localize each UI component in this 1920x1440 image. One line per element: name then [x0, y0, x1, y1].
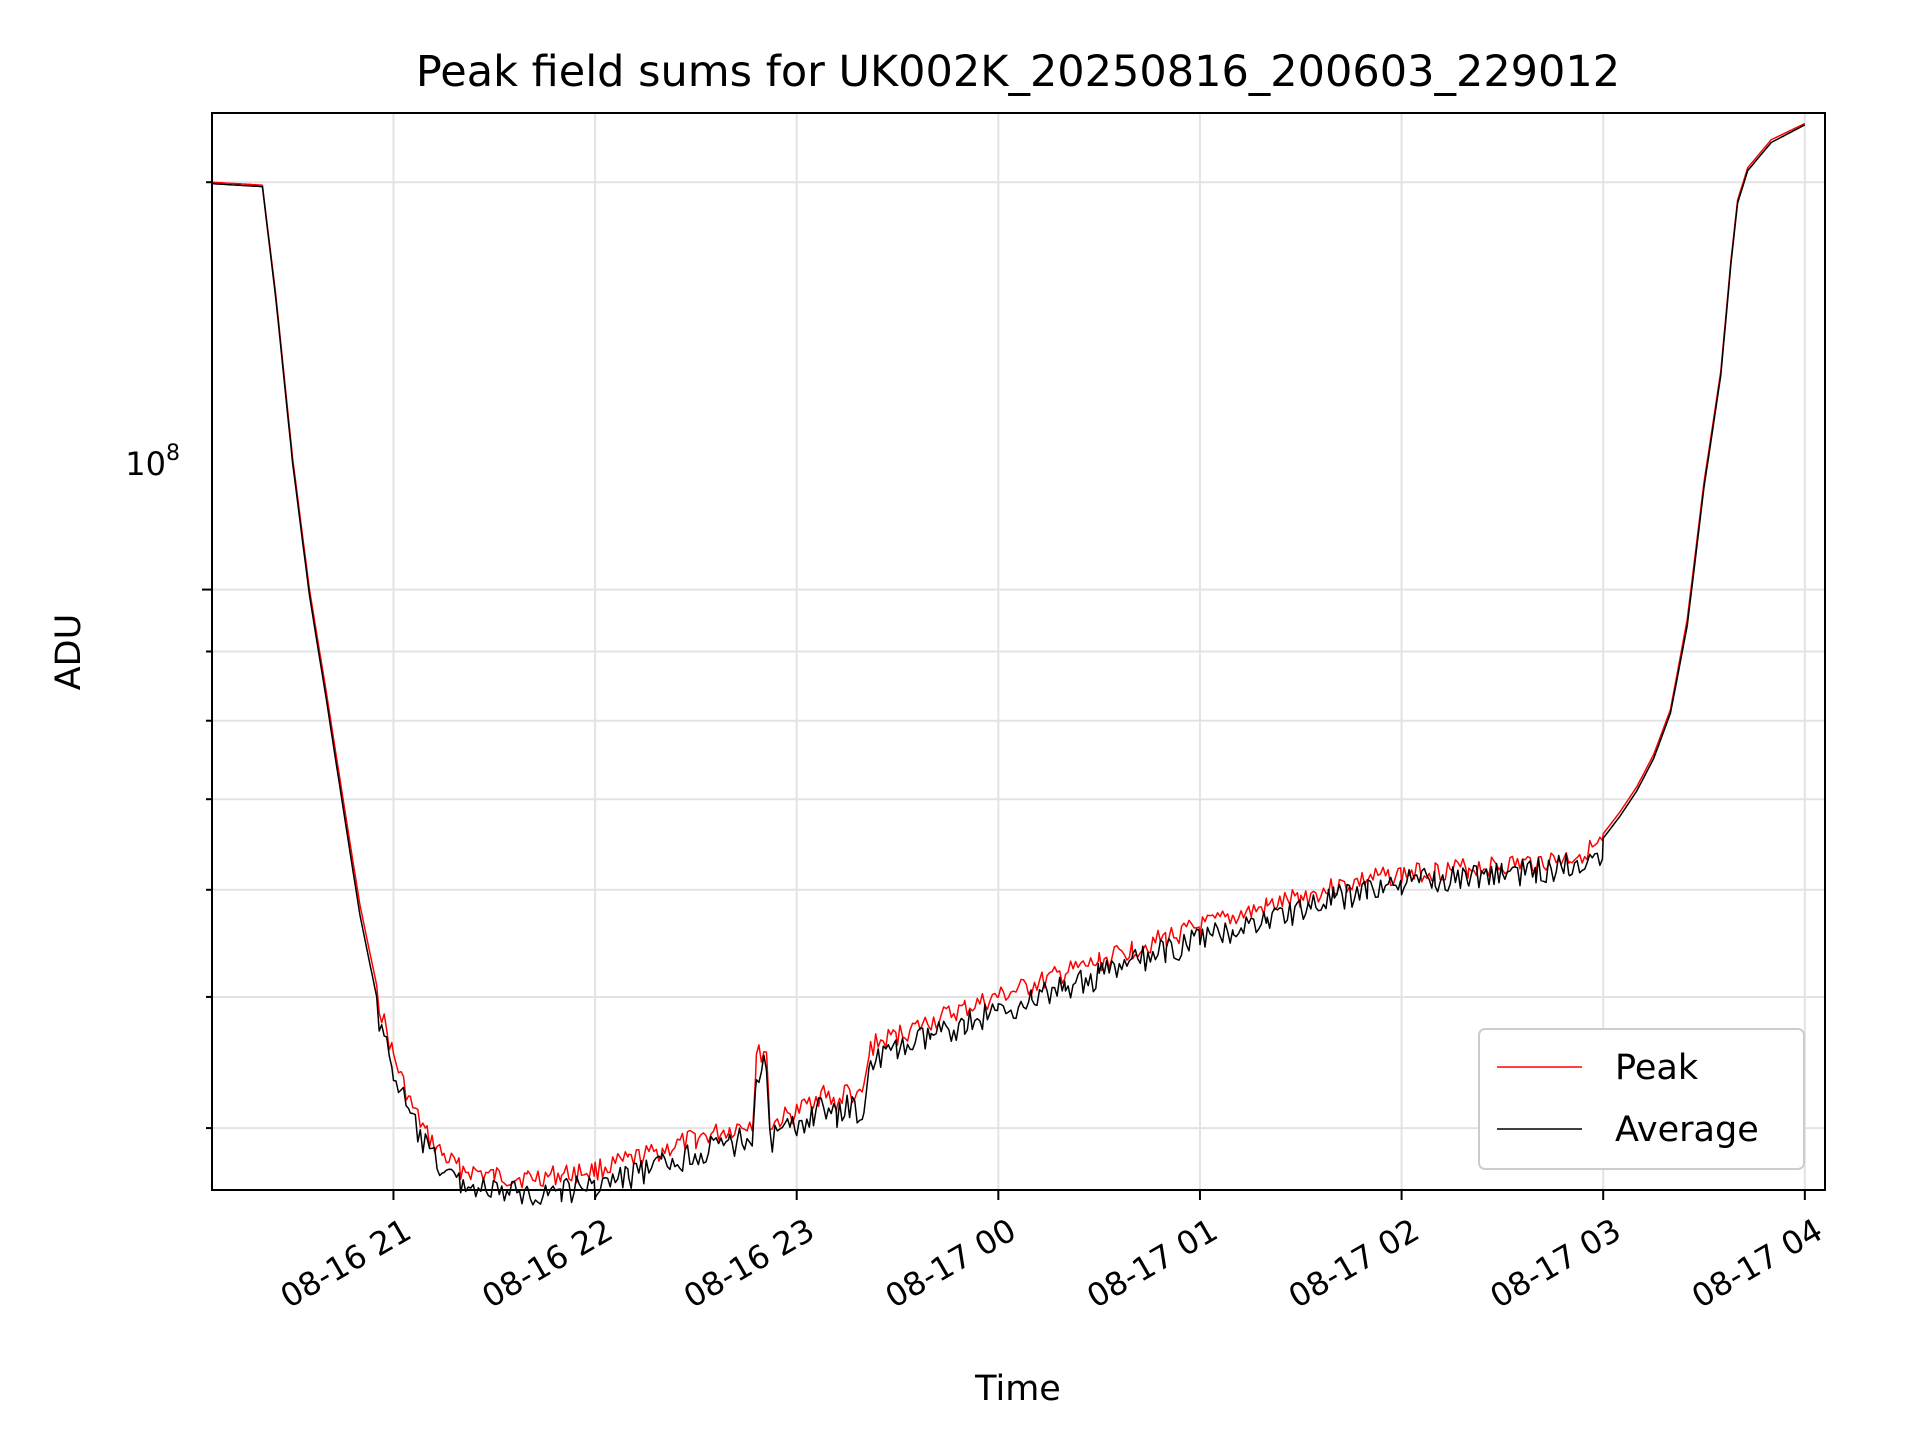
y-tick-base: 10: [125, 445, 166, 483]
y-axis-label: ADU: [49, 614, 89, 691]
y-tick-exponent: 8: [166, 441, 180, 466]
legend-peak-label: Peak: [1615, 1048, 1699, 1088]
y-tick-label: 108: [125, 441, 180, 483]
x-axis-label: Time: [974, 1369, 1061, 1409]
chart-title: Peak field sums for UK002K_20250816_2006…: [416, 47, 1620, 97]
grid: [212, 113, 1825, 1190]
svg-text:108: 108: [125, 441, 180, 483]
legend-box: [1478, 1028, 1805, 1170]
legend-average-label: Average: [1615, 1110, 1759, 1150]
legend: Peak Average: [1478, 1028, 1805, 1170]
series-line-peak: [211, 122, 1806, 1189]
